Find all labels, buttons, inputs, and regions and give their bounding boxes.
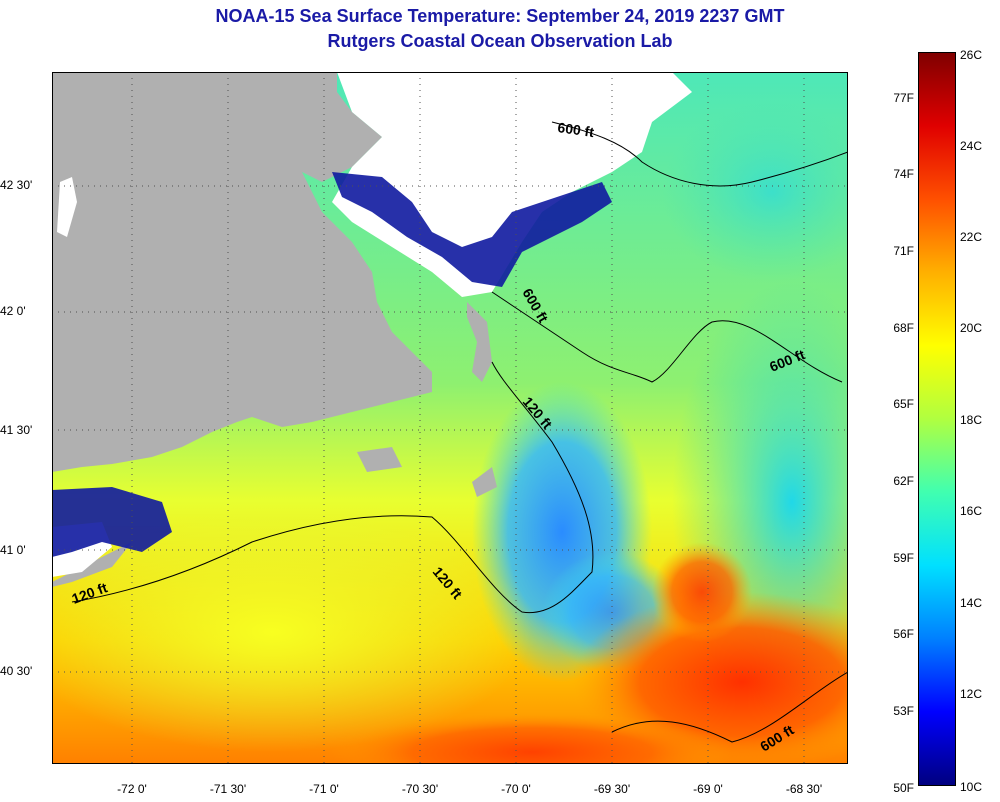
colorbar-c-10: 10C	[960, 780, 983, 794]
land-islands	[357, 447, 497, 497]
cyan-band-north	[662, 102, 848, 282]
lon-label-68-30: -68 30'	[785, 782, 823, 796]
temperature-colorbar	[918, 52, 956, 786]
lon-label-69-0: -69 0'	[693, 782, 723, 796]
land-cape-cod	[467, 302, 492, 382]
sst-map[interactable]: 600 ft 600 ft 600 ft 600 ft 120 ft 120 f…	[52, 72, 848, 764]
map-subtitle: Rutgers Coastal Ocean Observation Lab	[327, 31, 673, 51]
warm-south-edge	[332, 712, 732, 764]
lon-label-71-0: -71 0'	[309, 782, 339, 796]
lat-label-40-30: 40 30'	[0, 664, 33, 678]
colorbar-c-24: 24C	[960, 139, 983, 153]
colorbar-f-77: 77F	[893, 91, 914, 105]
cloud-edge-west	[52, 487, 172, 557]
colorbar-c-26: 26C	[960, 48, 983, 62]
lon-label-71-30: -71 30'	[209, 782, 247, 796]
lat-label-41-30: 41 30'	[0, 423, 33, 437]
warm-shelf-water	[52, 512, 532, 752]
colorbar-f-68: 68F	[893, 321, 914, 335]
depth-label-600-north: 600 ft	[557, 119, 596, 140]
lon-label-70-0: -70 0'	[501, 782, 531, 796]
depth-contours	[71, 121, 848, 743]
colorbar-c-22: 22C	[960, 230, 983, 244]
lat-label-41-0: 41 0'	[0, 543, 26, 557]
colorbar-c-14: 14C	[960, 596, 983, 610]
colorbar-f-56: 56F	[893, 627, 914, 641]
colorbar-c-20: 20C	[960, 321, 983, 335]
colorbar-c-16: 16C	[960, 504, 983, 518]
warm-filament	[652, 542, 752, 642]
colorbar-c-12: 12C	[960, 687, 983, 701]
cloud-edge-north	[332, 172, 612, 287]
colorbar-f-50: 50F	[893, 781, 914, 795]
land-mainland	[52, 72, 432, 472]
colorbar-f-53: 53F	[893, 704, 914, 718]
colorbar-f-62: 62F	[893, 474, 914, 488]
cloud-small	[57, 177, 77, 237]
lat-label-42-0: 42 0'	[0, 304, 26, 318]
colorbar-f-74: 74F	[893, 167, 914, 181]
lat-label-42-30: 42 30'	[0, 178, 33, 192]
colorbar-f-59: 59F	[893, 551, 914, 565]
lon-label-72-0: -72 0'	[117, 782, 147, 796]
colorbar-f-71: 71F	[893, 244, 914, 258]
colorbar-f-65: 65F	[893, 397, 914, 411]
map-title: NOAA-15 Sea Surface Temperature: Septemb…	[215, 6, 785, 26]
land-long-island	[52, 542, 132, 587]
colorbar-c-18: 18C	[960, 413, 983, 427]
lon-label-70-30: -70 30'	[401, 782, 439, 796]
lon-label-69-30: -69 30'	[593, 782, 631, 796]
graticule	[52, 72, 848, 764]
